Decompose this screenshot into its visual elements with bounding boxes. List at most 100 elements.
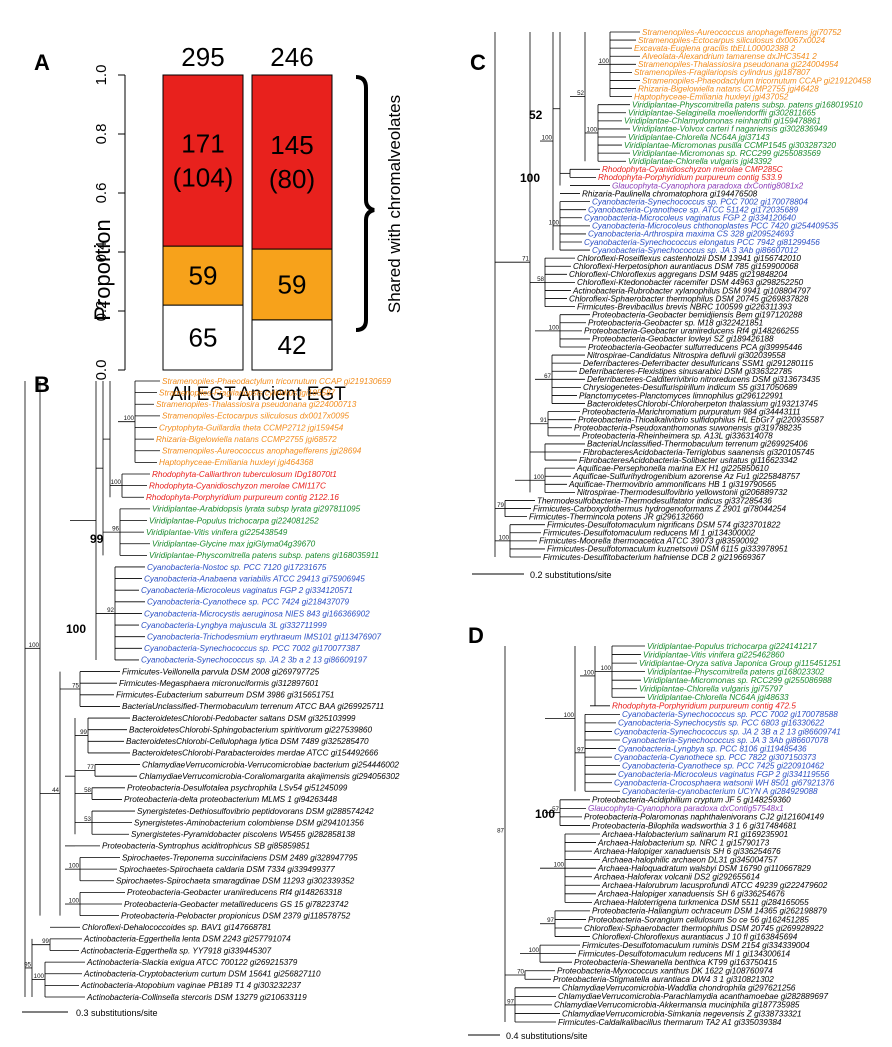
- tree-bootstrap: 100: [564, 712, 575, 719]
- tree-leaf-label: Viridiplantae-Micromonas pusilla CCMP154…: [624, 141, 836, 150]
- tree-leaf-label: Excavata-Euglena gracilis tbELL00002388 …: [634, 44, 796, 53]
- panel-d: D Viridiplantae-Populus trichocarpa gi22…: [468, 623, 841, 1041]
- tree-leaf-label: BacteriaUnclassified-Thermobaculum terre…: [122, 702, 384, 711]
- tree-leaf-label: Actinobacteria-Atopobium vaginae PB189 T…: [80, 981, 301, 990]
- tree-bootstrap: 44: [52, 787, 59, 794]
- tree-leaf-label: BacteroidetesChlorobi-Pedobacter saltans…: [132, 714, 356, 723]
- tree-bootstrap: 100: [599, 58, 610, 65]
- tree-leaf-label: Cyanobacteria-cyanobacterium UCYN A gi28…: [622, 787, 818, 796]
- a-bar-segment: [251, 319, 333, 371]
- tree-leaf-label: Firmicutes-Desulfotomaculum reducens MI …: [578, 949, 791, 958]
- tree-bootstrap: 99: [80, 729, 87, 736]
- tree-leaf-label: Firmicutes-Desulfotomaculum kuznetsovii …: [547, 545, 788, 554]
- tree-bootstrap: 95: [24, 961, 31, 968]
- tree-bootstrap: 97: [577, 746, 584, 753]
- tree-leaf-label: BacteroidetesChlorobi-Parabacteroides me…: [132, 749, 379, 758]
- tree-leaf-label: Proteobacteria-Marichromatium purpuratum…: [582, 407, 801, 416]
- panel-b: B Stramenopiles-Phaeodactylum tricornutu…: [22, 372, 400, 1018]
- c-scale-label: 0.2 substitutions/site: [530, 570, 612, 580]
- tree-leaf-label: Cyanobacteria-Crocosphaera watsonii WH 8…: [614, 779, 835, 788]
- tree-bootstrap: 100: [69, 863, 80, 870]
- tree-leaf-label: Proteobacteria-Myxococcus xanthus DK 162…: [557, 967, 773, 976]
- tree-leaf-label: Proteobacteria-Haliangium ochraceum DSM …: [592, 907, 827, 916]
- panel-c-letter: C: [470, 50, 486, 75]
- tree-leaf-label: Rhizaria-Bigelowiella natans CCMP2755 jg…: [156, 435, 337, 444]
- tree-bootstrap: 58: [84, 787, 91, 794]
- tree-leaf-label: Nitrospirae-Thermodesulfovibrio yellowst…: [577, 488, 788, 497]
- tree-leaf-label: Rhodophyta-Calliarthron tuberculosum IDg…: [152, 470, 337, 479]
- tree-leaf-label: Rhodophyta-Cyanidioschyzon merolae CMI11…: [149, 481, 326, 490]
- tree-leaf-label: Cyanobacteria-Microcoleus vaginatus FGP …: [584, 214, 796, 223]
- tree-leaf-label: Cyanobacteria-Microcoleus chthonoplastes…: [592, 222, 839, 231]
- tree-leaf-label: Cyanobacteria-Synechocystis sp. PCC 6803…: [618, 719, 825, 728]
- tree-leaf-label: Viridiplantae-Selaginella moellendorffii…: [628, 109, 816, 118]
- tree-leaf-label: Firmicutes-Moorella thermoacetica ATCC 3…: [539, 537, 759, 546]
- tree-leaf-label: Actinobacteria-Eggerthella sp. YY7918 gi…: [80, 946, 272, 955]
- tree-bootstrap: 91: [540, 417, 547, 424]
- a-bar-segment: [251, 74, 333, 250]
- tree-leaf-label: Archaea-Halobacterium sp. NRC 1 gi157901…: [597, 838, 770, 847]
- a-bar-label: All EGT: [170, 384, 236, 405]
- tree-leaf-label: Cyanobacteria-Nostoc sp. PCC 7120 gi1723…: [147, 563, 327, 572]
- tree-leaf-label: Proteobacteria-delta proteobacterium MLM…: [124, 795, 337, 804]
- tree-leaf-label: Viridiplantae-Physcomitrella patens subs…: [149, 551, 379, 560]
- tree-leaf-label: Planctomycetes-Planctomyces limnophilus …: [579, 391, 783, 400]
- tree-leaf-label: Archaea-Haloferax volcanii DS2 gi2926556…: [593, 873, 760, 882]
- tree-leaf-label: Spirochaetes-Spirochaeta caldaria DSM 73…: [119, 865, 335, 874]
- tree-leaf-label: BacteroidetesChlorobi-Cellulophaga lytic…: [126, 737, 369, 746]
- a-segment-subcount: (104): [173, 163, 234, 193]
- b-bootstrap-100: 100: [66, 622, 86, 636]
- tree-leaf-label: Viridiplantae-Micromonas sp. RCC299 gi25…: [632, 149, 821, 158]
- b-scale-label: 0.3 substitutions/site: [76, 1008, 158, 1018]
- panel-a: A Proportion 0.0 0.2 0.4 0.6 0.8 1.0 65 59 171 (…: [34, 42, 404, 405]
- tree-leaf-label: Cryptophyta-Guillardia theta CCMP2712 jg…: [159, 423, 344, 432]
- a-ytick-label: 0.8: [93, 124, 110, 145]
- a-segment-count: 171: [181, 129, 224, 159]
- tree-leaf-label: Firmicutes-Eubacterium saburreum DSM 398…: [116, 691, 334, 700]
- tree-leaf-label: Firmicutes-Desulfotomaculum reducens MI …: [543, 529, 756, 538]
- tree-bootstrap: 100: [584, 669, 595, 676]
- a-segment-count: 59: [189, 261, 218, 291]
- tree-leaf-label: Firmicutes-Caldalkalibacillus thermarum …: [558, 1018, 782, 1027]
- tree-leaf-label: Chloroflexi-Chloroflexus aurantiacus J 1…: [592, 932, 798, 941]
- tree-bootstrap: 96: [112, 526, 119, 533]
- tree-leaf-label: Proteobacteria-Syntrophus aciditrophicus…: [102, 842, 310, 851]
- a-segment-count: 59: [278, 269, 307, 299]
- tree-bootstrap: 100: [111, 479, 122, 486]
- a-bar-total: 295: [181, 42, 224, 72]
- tree-leaf-label: Archaea-Haloquadratum walsbyi DSM 16790 …: [597, 864, 811, 873]
- panel-b-letter: B: [34, 372, 50, 397]
- tree-leaf-label: Cyanobacteria-Synechococcus sp. JA 3 3Ab…: [592, 246, 799, 255]
- d-bootstrap-100: 100: [535, 807, 555, 821]
- tree-leaf-label: Proteobacteria-Pseudoxanthomonas suwonen…: [574, 424, 802, 433]
- tree-leaf-label: Archaea-halophilic archaeon DL31 gi34500…: [601, 855, 778, 864]
- tree-bootstrap: 100: [601, 665, 612, 672]
- tree-bootstrap: 58: [537, 276, 544, 283]
- tree-leaf-label: Synergistetes-Pyramidobacter piscolens W…: [131, 830, 355, 839]
- a-segment-count: 65: [189, 323, 218, 353]
- tree-leaf-label: Proteobacteria-Shewanella benthica KT99 …: [574, 958, 777, 967]
- tree-bootstrap: 70: [517, 969, 524, 976]
- tree-leaf-label: Viridiplantae-Chlorella vulgaris jgi7579…: [639, 685, 783, 694]
- tree-leaf-label: Proteobacteria-Bilophila wadsworthia 3 1…: [592, 821, 797, 830]
- a-bar-total: 246: [270, 42, 313, 72]
- tree-leaf-label: Chrysiogenetes-Desulfurispirillum indicu…: [583, 383, 798, 392]
- tree-leaf-label: ChlamydiaeVerrucomicrobia-Waddlia chondr…: [562, 984, 796, 993]
- tree-leaf-label: Cyanobacteria-Lyngbya majuscula 3L gi332…: [141, 621, 327, 630]
- tree-bootstrap: 100: [587, 126, 598, 133]
- a-bracket: [355, 75, 375, 332]
- tree-leaf-label: Thermodesulfobacteria-Thermodesulfatator…: [537, 496, 772, 505]
- tree-leaf-label: Viridiplantae-Chlorella NC64A jgi48633: [647, 693, 789, 702]
- tree-leaf-label: Proteobacteria-Stigmatella aurantiaca DW…: [553, 975, 774, 984]
- a-ytick-label: 0.6: [93, 183, 110, 204]
- tree-bootstrap: 67: [544, 373, 551, 380]
- tree-leaf-label: Aquificae-Persephonella marina EX H1 gi2…: [576, 464, 769, 473]
- tree-leaf-label: Deferribacteres-Calditerrivibrio nitrore…: [587, 375, 820, 384]
- tree-leaf-label: Stramenopiles-Phaeodactylum tricornutum …: [162, 377, 392, 386]
- tree-leaf-label: Proteobacteria-Acidiphilium cryptum JF 5…: [592, 796, 791, 805]
- tree-leaf-label: Stramenopiles-Ectocarpus siliculosus dx0…: [638, 36, 825, 45]
- tree-leaf-label: Firmicutes-Carboxydothermus hydrogenofor…: [533, 504, 786, 513]
- tree-leaf-label: Rhizaria-Bigelowiella natans CCMP2755 jg…: [638, 84, 819, 93]
- tree-leaf-label: FibrobacteresAcidobacteria-Terriglobus s…: [583, 448, 815, 457]
- tree-leaf-label: ChlamydiaeVerrucomicrobia-Verrucomicrobi…: [142, 760, 399, 769]
